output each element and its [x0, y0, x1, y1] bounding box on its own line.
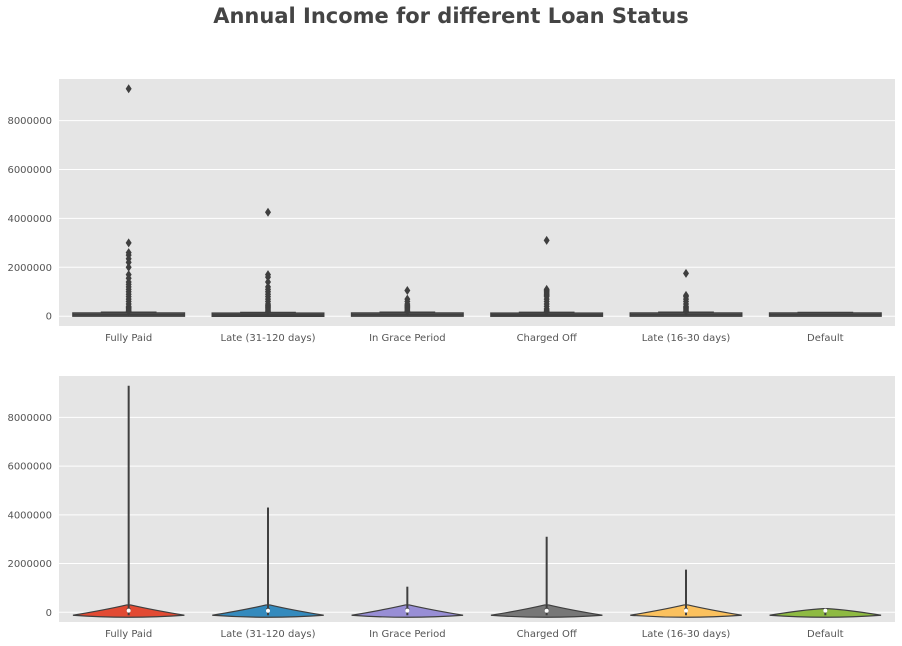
- outlier-point: [683, 306, 689, 316]
- box-1: [211, 207, 325, 317]
- box-4: [629, 268, 743, 317]
- outlier-point: [125, 262, 132, 272]
- y-tick-label: 4000000: [7, 214, 52, 225]
- boxplot-panel: 0 2000000 4000000 6000000 8000000 Fully Paid L…: [7, 79, 895, 344]
- x-tick-label: In Grace Period: [369, 629, 445, 640]
- y-tick-label: 8000000: [7, 413, 52, 424]
- box-5: [768, 311, 882, 317]
- violin-1: [212, 507, 324, 618]
- violin-median: [266, 608, 270, 613]
- outlier-point: [543, 235, 550, 245]
- x-tick-label: Fully Paid: [105, 629, 152, 640]
- outlier-point: [683, 268, 689, 278]
- x-tick-label: Default: [807, 333, 844, 344]
- violin-3: [490, 536, 603, 618]
- violin-5: [769, 608, 882, 618]
- outlier-point: [125, 257, 132, 267]
- violin-median: [684, 608, 688, 613]
- violin-panel: 0 2000000 4000000 6000000 8000000 Fully Paid L…: [7, 376, 895, 640]
- x-tick-label: Charged Off: [517, 333, 578, 344]
- violin-4: [630, 569, 742, 618]
- y-tick-label: 8000000: [7, 116, 52, 127]
- x-tick-label: Default: [807, 629, 844, 640]
- outlier-point: [404, 306, 411, 316]
- violin-median: [126, 608, 131, 613]
- outlier-point: [265, 306, 271, 316]
- y-tick-label: 2000000: [7, 559, 52, 570]
- outlier-point: [265, 272, 271, 282]
- y-tick-label: 0: [46, 608, 52, 619]
- y-tick-label: 4000000: [7, 510, 52, 521]
- x-tick-label: Late (31-120 days): [221, 629, 316, 640]
- x-tick-label: Late (16-30 days): [642, 629, 731, 640]
- violin-median: [544, 608, 549, 613]
- x-tick-label: Fully Paid: [105, 333, 152, 344]
- violin-0: [72, 385, 185, 618]
- plot-background: [59, 376, 895, 622]
- x-tick-label: In Grace Period: [369, 333, 445, 344]
- box-3: [490, 235, 604, 317]
- box-0: [72, 84, 186, 317]
- outlier-point: [125, 84, 132, 94]
- violin-median: [823, 608, 828, 613]
- violin-2: [351, 586, 464, 618]
- outlier-point: [404, 286, 411, 296]
- outlier-point: [265, 277, 271, 287]
- x-tick-label: Charged Off: [517, 629, 578, 640]
- y-tick-label: 2000000: [7, 263, 52, 274]
- y-tick-label: 6000000: [7, 165, 52, 176]
- figure-title: Annual Income for different Loan Status: [213, 4, 689, 28]
- box-2: [350, 286, 464, 317]
- plot-background: [59, 79, 895, 326]
- outlier-point: [265, 207, 271, 217]
- y-tick-label: 6000000: [7, 462, 52, 473]
- violin-median: [405, 608, 410, 613]
- y-tick-label: 0: [46, 312, 52, 323]
- x-tick-label: Late (31-120 days): [221, 333, 316, 344]
- x-tick-label: Late (16-30 days): [642, 333, 731, 344]
- outlier-point: [125, 238, 132, 248]
- outlier-point: [125, 306, 132, 316]
- outlier-point: [543, 306, 550, 316]
